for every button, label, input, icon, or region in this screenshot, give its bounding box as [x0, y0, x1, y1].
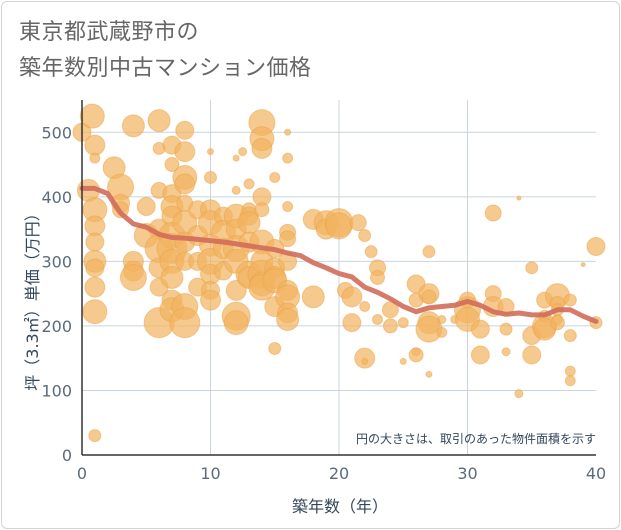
- bubble-point: [437, 314, 447, 324]
- bubble-point: [549, 315, 565, 331]
- y-tick-label: 400: [41, 188, 72, 207]
- bubble-point: [422, 245, 436, 259]
- bubble-point: [204, 170, 217, 184]
- bubble-point: [580, 262, 586, 268]
- bubble-point: [147, 109, 171, 133]
- bubble-point: [164, 157, 180, 173]
- bubble-point: [136, 197, 156, 216]
- bubble-point: [231, 185, 241, 195]
- bubble-point: [85, 258, 105, 278]
- chart-title: 東京都武蔵野市の 築年数別中古マンション価格: [19, 15, 312, 87]
- bubble-point: [282, 152, 294, 164]
- x-tick-label: 40: [586, 464, 606, 483]
- bubble-point: [470, 319, 490, 339]
- y-axis-title: 坪（3.3㎡）単価（万円）: [23, 205, 42, 390]
- bubble-point: [470, 345, 490, 365]
- bubble-point: [169, 307, 201, 339]
- bubble-point: [397, 317, 409, 329]
- bubble-point: [174, 173, 196, 195]
- bubble-point: [282, 201, 294, 212]
- bubble-point: [361, 357, 369, 365]
- bubble-point: [370, 270, 386, 285]
- bubble-point: [341, 286, 363, 308]
- bubble-point: [121, 114, 145, 138]
- bubble-point: [238, 147, 248, 157]
- y-tick-label: 500: [41, 123, 72, 142]
- bubble-point: [175, 120, 195, 140]
- bubble-point: [358, 229, 372, 243]
- y-tick-label: 0: [62, 446, 72, 465]
- bubble-point: [251, 137, 273, 159]
- bubble-point: [243, 178, 255, 190]
- bubble-point: [342, 313, 362, 333]
- bubble-point: [268, 342, 282, 355]
- chart-title-line1: 東京都武蔵野市の: [19, 20, 200, 45]
- x-axis-title: 築年数（年）: [292, 497, 388, 516]
- bubble-point: [232, 154, 240, 162]
- bubble-point: [564, 365, 576, 377]
- trend-line: [79, 185, 599, 324]
- bubble-point: [372, 313, 384, 325]
- bubble-point: [408, 347, 424, 363]
- bubble-point: [382, 318, 398, 334]
- trend-line-layer: [79, 185, 599, 324]
- bubble-point: [160, 266, 184, 289]
- bubble-point: [82, 299, 108, 325]
- chart-title-line2: 築年数別中古マンション価格: [19, 56, 312, 81]
- bubble-point: [325, 212, 353, 240]
- axes-layer: 0 100 200 300 400 500 0 10 20 30 40: [41, 100, 606, 483]
- bubble-point: [254, 202, 270, 218]
- bubble-point: [84, 276, 106, 298]
- bubble-point: [269, 171, 281, 183]
- bubble-point: [359, 301, 371, 313]
- bubble-point: [425, 370, 433, 378]
- bubble-point: [586, 237, 606, 257]
- bubble-point: [84, 134, 106, 156]
- bubble-point: [525, 261, 539, 275]
- bubble-point: [79, 103, 105, 129]
- bubble-point: [421, 289, 437, 305]
- bubble-point: [200, 289, 221, 311]
- bubble-point: [301, 285, 325, 309]
- bubble-point: [207, 148, 214, 156]
- x-tick-label: 10: [200, 464, 220, 483]
- bubble-point: [88, 429, 102, 443]
- x-tick-label: 20: [329, 464, 349, 483]
- bubble-point: [563, 293, 577, 307]
- bubble-point: [279, 230, 297, 248]
- y-tick-label: 200: [41, 317, 72, 336]
- bubble-point: [174, 141, 196, 163]
- bubble-point: [522, 345, 542, 365]
- bubble-point: [563, 329, 577, 343]
- bubble-point: [484, 204, 502, 222]
- bubble-layer: [72, 103, 606, 443]
- bubble-point: [284, 128, 292, 136]
- x-tick-label: 30: [457, 464, 477, 483]
- x-tick-label: 0: [77, 464, 87, 483]
- bubble-point: [364, 245, 378, 259]
- bubble-point: [436, 326, 448, 338]
- bubble-point: [89, 152, 101, 164]
- size-note: 円の大きさは、取引のあった物件面積を示す: [356, 431, 596, 446]
- bubble-point: [399, 357, 407, 365]
- bubble-point: [349, 214, 367, 232]
- bubble-point: [499, 322, 513, 336]
- bubble-point: [381, 301, 399, 319]
- bubble-point: [501, 347, 511, 357]
- bubble-point: [516, 195, 522, 201]
- bubble-point: [85, 232, 105, 252]
- y-tick-label: 100: [41, 381, 72, 400]
- bubble-point: [514, 389, 524, 399]
- bubble-point: [276, 307, 300, 331]
- bubble-point: [564, 375, 576, 387]
- bubble-point: [119, 264, 147, 291]
- bubble-point: [223, 310, 249, 336]
- y-tick-label: 300: [41, 252, 72, 271]
